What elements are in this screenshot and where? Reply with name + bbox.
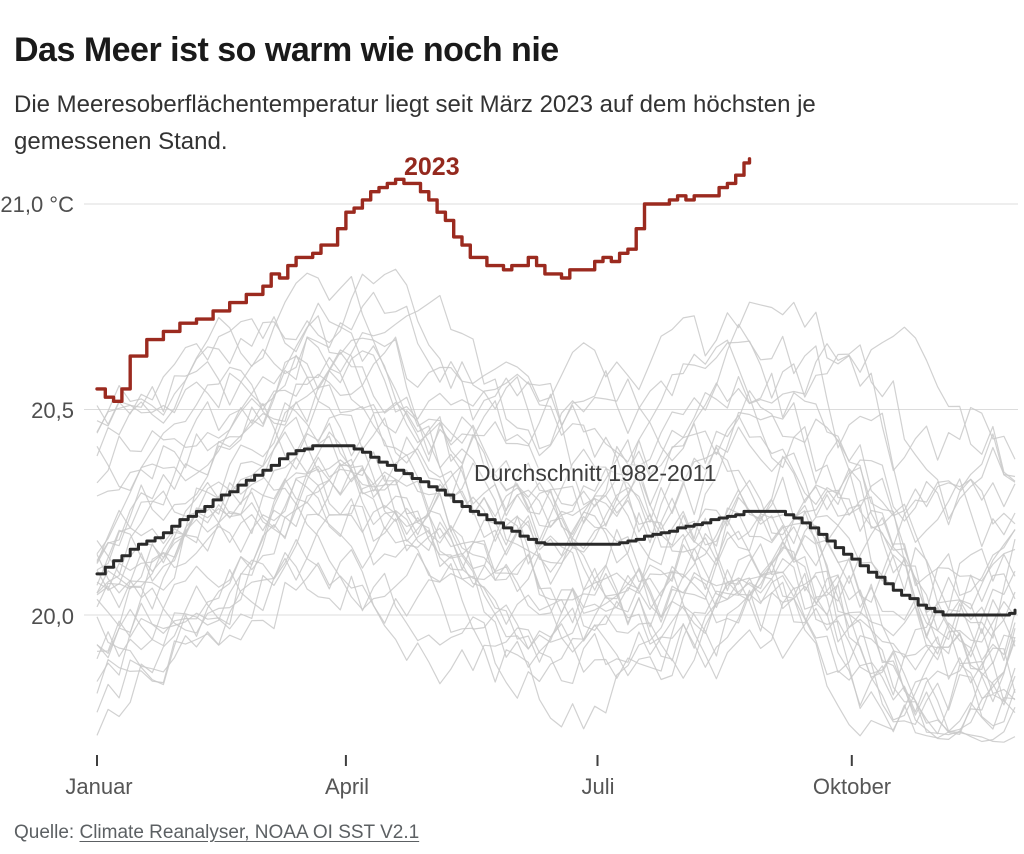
- x-axis-label-juli: Juli: [581, 774, 615, 799]
- page-title: Das Meer ist so warm wie noch nie: [14, 30, 559, 69]
- source-line: Quelle: Climate Reanalyser, NOAA OI SST …: [14, 822, 419, 844]
- x-axis-label-januar: Januar: [65, 774, 133, 799]
- y-axis-label-21-0: 21,0 °C: [0, 192, 74, 217]
- x-axis-label-oktober: Oktober: [812, 774, 892, 799]
- source-prefix: Quelle:: [14, 822, 80, 843]
- gridlines: [84, 203, 1018, 616]
- series-label-2023: 2023: [404, 153, 460, 181]
- average-line: [95, 444, 1017, 617]
- subtitle-line-1: Die Meeresoberflächentemperatur liegt se…: [14, 91, 816, 118]
- background-year-lines: [96, 268, 1016, 743]
- series-label-average: Durchschnitt 1982-2011: [474, 460, 717, 486]
- y-axis-label-20-5: 20,5: [31, 398, 74, 423]
- x-tick-marks: [96, 755, 853, 766]
- y-axis-label-20-0: 20,0: [31, 604, 74, 629]
- x-axis-label-april: April: [324, 774, 370, 799]
- subtitle: Die Meeresoberflächentemperatur liegt se…: [14, 86, 816, 160]
- source-link[interactable]: Climate Reanalyser, NOAA OI SST V2.1: [79, 822, 420, 843]
- line-2023: [95, 157, 752, 403]
- subtitle-line-2: gemessenen Stand.: [14, 128, 228, 155]
